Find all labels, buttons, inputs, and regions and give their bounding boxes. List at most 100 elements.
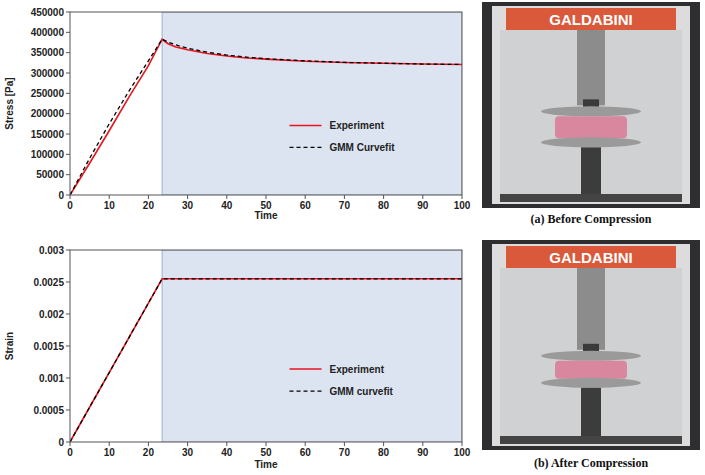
y-tick-label: 0.002: [39, 309, 64, 320]
x-tick: [422, 442, 423, 446]
x-tick: [383, 442, 384, 446]
y-tick-label: 350000: [31, 47, 65, 58]
y-tick-label: 0.001: [39, 373, 64, 384]
y-tick: [66, 346, 70, 347]
x-tick-label: 30: [182, 447, 194, 458]
x-axis-title: Time: [254, 210, 278, 221]
x-tick-label: 30: [182, 200, 194, 211]
x-tick-label: 0: [67, 447, 73, 458]
base: [500, 436, 682, 444]
y-tick-label: 150000: [31, 129, 65, 140]
upper-column: [577, 268, 605, 350]
banner: [506, 8, 676, 30]
x-tick-label: 90: [417, 447, 429, 458]
x-tick-label: 60: [300, 200, 312, 211]
x-tick: [462, 195, 463, 199]
upper-column: [577, 30, 605, 105]
x-tick: [266, 195, 267, 199]
y-tick-label: 200000: [31, 108, 65, 119]
x-tick: [148, 195, 149, 199]
x-tick: [305, 195, 306, 199]
legend-swatch: [290, 368, 322, 370]
series-line: [70, 39, 462, 195]
legend-label: Experiment: [330, 120, 385, 131]
x-tick-label: 80: [378, 200, 390, 211]
x-tick-label: 10: [104, 447, 116, 458]
photo-caption: (b) After Compression: [534, 456, 649, 470]
x-tick: [187, 442, 188, 446]
y-tick: [66, 134, 70, 135]
photo-background: [482, 240, 700, 450]
base: [500, 194, 682, 202]
x-tick: [70, 195, 71, 199]
x-tick-label: 100: [454, 200, 471, 211]
x-tick-label: 20: [143, 200, 155, 211]
x-tick: [187, 195, 188, 199]
banner: [506, 246, 676, 268]
y-tick-label: 0: [58, 437, 64, 448]
y-tick-label: 250000: [31, 88, 65, 99]
series-line: [70, 279, 462, 442]
upper-platen: [541, 351, 641, 361]
x-tick-label: 0: [67, 200, 73, 211]
lower-platen: [541, 378, 641, 388]
y-tick: [66, 113, 70, 114]
y-tick-label: 100000: [31, 149, 65, 160]
series-line: [70, 279, 462, 442]
y-tick-label: 450000: [31, 7, 65, 18]
x-tick-label: 10: [104, 200, 116, 211]
upper-platen: [541, 106, 641, 116]
x-tick-label: 50: [260, 447, 272, 458]
specimen: [555, 361, 627, 379]
photo-caption: (a) Before Compression: [531, 212, 652, 226]
x-tick: [148, 442, 149, 446]
x-tick: [70, 442, 71, 446]
legend: Experiment GMM curvefit: [290, 364, 394, 397]
y-tick: [66, 154, 70, 155]
chart-panel: 010203040506070809010000.00050.0010.0015…: [4, 245, 471, 471]
y-tick: [66, 410, 70, 411]
x-tick-label: 80: [378, 447, 390, 458]
x-tick: [266, 442, 267, 446]
machine-frame: [492, 244, 690, 446]
y-tick: [66, 314, 70, 315]
legend-label: Experiment: [330, 364, 385, 375]
back-wall: [500, 30, 682, 196]
x-tick: [383, 195, 384, 199]
x-tick: [305, 442, 306, 446]
plot-area: [70, 12, 462, 195]
lower-platen: [541, 137, 641, 147]
photo-panel: GALDABINI: [482, 2, 700, 208]
shaded-span: [162, 12, 462, 195]
x-tick: [344, 195, 345, 199]
x-tick-label: 40: [221, 447, 233, 458]
figure: 0102030405060708090100050000100000150000…: [0, 0, 705, 475]
x-tick-label: 60: [300, 447, 312, 458]
x-tick-label: 100: [454, 447, 471, 458]
y-tick-label: 0.0025: [33, 277, 64, 288]
y-tick: [66, 174, 70, 175]
x-tick-label: 90: [417, 200, 429, 211]
x-tick-label: 20: [143, 447, 155, 458]
y-tick: [66, 250, 70, 251]
legend-swatch: [290, 390, 322, 391]
x-tick: [462, 442, 463, 446]
legend: ExperimentGMM Curvefit: [290, 120, 396, 153]
photo-panel: GALDABINI: [482, 240, 700, 450]
y-axis-title: Strain: [4, 332, 15, 360]
banner-text: GALDABINI: [549, 11, 632, 28]
machine-frame: [492, 6, 690, 204]
photo-background: [482, 2, 700, 208]
legend-label: GMM curvefit: [330, 386, 394, 397]
legend-swatch: [290, 125, 322, 127]
x-tick: [344, 442, 345, 446]
legend-swatch: [290, 147, 322, 148]
x-tick: [226, 442, 227, 446]
plot-frame: [70, 12, 462, 195]
y-tick: [66, 32, 70, 33]
chart-panel: 0102030405060708090100050000100000150000…: [4, 7, 471, 222]
y-tick: [66, 195, 70, 196]
x-tick-label: 40: [221, 200, 233, 211]
back-wall: [500, 268, 682, 438]
lower-column: [581, 388, 601, 438]
